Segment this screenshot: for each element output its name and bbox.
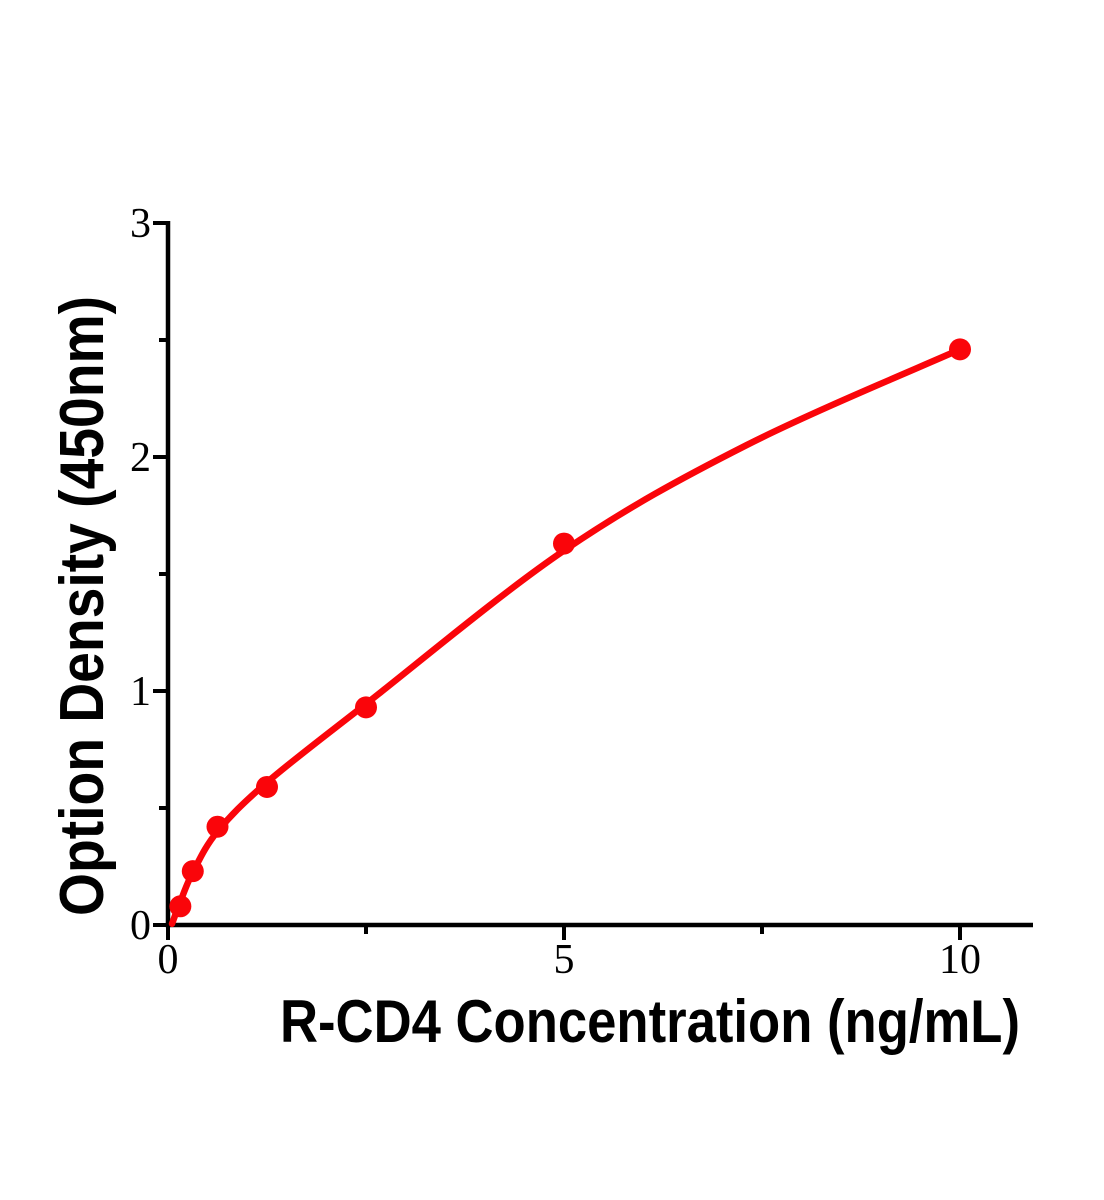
x-tick-label: 0 [158,937,179,983]
y-tick-label: 3 [130,201,151,247]
data-point [256,775,278,798]
x-tick-label: 5 [554,937,575,983]
data-point [949,338,971,361]
y-tick-label: 2 [130,435,151,481]
data-point [181,860,204,883]
x-axis-title: R-CD4 Concentration (ng/mL) [280,988,1020,1055]
data-point [169,895,192,918]
x-tick-label: 10 [939,937,981,983]
y-tick-label: 0 [130,903,151,949]
fit-curve [168,346,964,928]
data-point [553,532,575,555]
y-axis-title: Option Density (450nm) [48,296,117,916]
data-point [355,696,377,719]
data-point [206,815,229,838]
y-tick-label: 1 [130,669,151,715]
